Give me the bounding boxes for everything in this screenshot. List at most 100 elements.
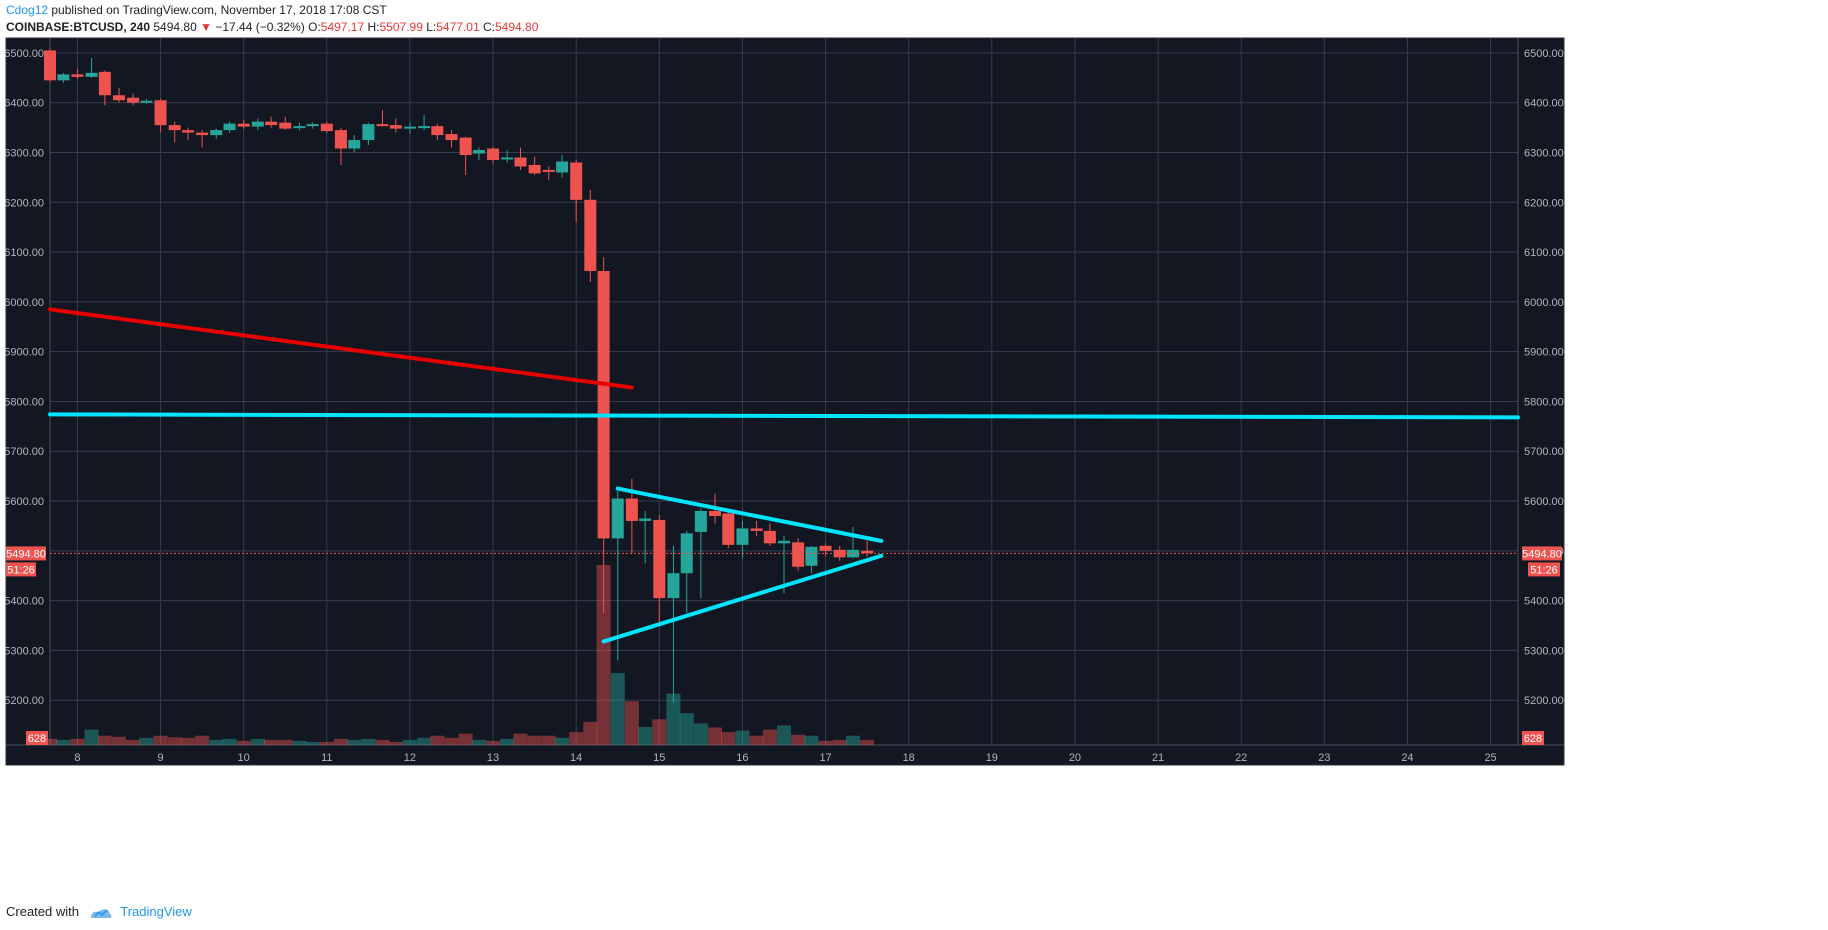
change-text: −17.44 (−0.32%) (215, 20, 305, 34)
x-tick-label: 9 (157, 752, 163, 764)
candle-body (472, 150, 485, 154)
volume-bar (555, 737, 570, 745)
volume-bar (860, 739, 875, 745)
x-tick-label: 17 (819, 752, 831, 764)
author-link[interactable]: Cdog12 (6, 3, 49, 17)
last-price-badge-right-bg (1522, 546, 1562, 561)
candle-body (584, 199, 597, 272)
candle-body (127, 97, 140, 103)
candle-body (85, 72, 98, 77)
volume-bar (97, 735, 112, 745)
x-tick-label: 14 (570, 752, 582, 764)
y-tick-label-right: 5400.00 (1524, 596, 1564, 608)
y-tick-label-right: 6400.00 (1524, 98, 1564, 110)
volume-badge-right-bg (1522, 731, 1544, 745)
y-tick-label-right: 5300.00 (1524, 645, 1564, 657)
volume-bar (624, 701, 639, 745)
candle-body (168, 125, 181, 131)
volume-bar (388, 741, 403, 745)
candle-body (861, 550, 874, 554)
x-tick-label: 15 (653, 752, 665, 764)
ohlc-legend: COINBASE:BTCUSD, 240 5494.80 ▼ −17.44 (−… (6, 20, 538, 34)
candle-body (196, 132, 209, 136)
tradingview-link[interactable]: TradingView (120, 904, 192, 919)
footer: Created with TradingView (6, 904, 192, 920)
y-tick-label-right: 5800.00 (1524, 396, 1564, 408)
volume-bar (471, 739, 486, 745)
candle-body (459, 137, 472, 156)
candle-body (154, 100, 167, 126)
candle-body (57, 74, 70, 81)
y-tick-label-left: 5700.00 (4, 446, 44, 458)
symbol-label: COINBASE:BTCUSD, 240 (6, 20, 151, 34)
countdown-badge-right: 51:26 (1528, 562, 1560, 577)
volume-bar (292, 740, 307, 745)
volume-bar (126, 739, 141, 745)
countdown-badge-left-bg (6, 562, 36, 577)
down-arrow-icon: ▼ (200, 20, 212, 34)
candle-body (293, 126, 306, 129)
volume-bar (458, 733, 473, 745)
red-downtrend-trendline (48, 307, 634, 390)
y-tick-label-left: 5400.00 (4, 596, 44, 608)
volume-bar (777, 725, 791, 745)
x-tick-label: 20 (1069, 752, 1081, 764)
candle-body (71, 74, 84, 77)
open-value: 5497.17 (320, 20, 365, 34)
last-price-badge-right: 5494.80 (1522, 546, 1562, 561)
countdown-badge-left-text: 51:26 (7, 564, 35, 576)
y-tick-label-left: 6200.00 (4, 197, 44, 209)
volume-bar (264, 739, 279, 745)
candle-body (431, 126, 444, 136)
volume-bar (679, 713, 694, 745)
y-tick-label-left: 5200.00 (4, 695, 44, 707)
y-tick-label-right: 6200.00 (1524, 197, 1564, 209)
y-tick-label-left: 6100.00 (4, 247, 44, 259)
x-tick-label: 25 (1484, 752, 1496, 764)
volume-bar (305, 741, 320, 745)
candle-body (265, 121, 278, 126)
volume-bar (111, 736, 126, 745)
candle-body (792, 542, 805, 567)
volume-bar (319, 741, 334, 745)
y-tick-label-left: 6400.00 (4, 98, 44, 110)
volume-bar (693, 723, 708, 745)
candle-body (709, 510, 722, 516)
candle-body (251, 121, 264, 127)
volume-bar (333, 738, 348, 745)
published-text: published on TradingView.com, November 1… (48, 3, 387, 17)
candle-body (112, 95, 125, 101)
volume-bar (832, 739, 847, 745)
volume-bar (180, 737, 195, 745)
volume-bar (500, 738, 515, 745)
candle-body (181, 130, 194, 133)
open-label: O: (308, 20, 321, 34)
candle-body (597, 271, 610, 539)
volume-badge-left-text: 628 (28, 733, 46, 745)
candle-body (362, 124, 375, 141)
candle-body (306, 124, 319, 127)
candle-body (819, 545, 832, 551)
volume-bar (583, 721, 598, 745)
volume-bar (735, 730, 750, 745)
candle-body (334, 130, 347, 149)
x-tick-label: 19 (986, 752, 998, 764)
y-tick-label-right: 6300.00 (1524, 148, 1564, 160)
last-price-text: 5494.80 (153, 20, 197, 34)
candle-body (237, 123, 250, 127)
volume-badge-right: 628 (1522, 731, 1544, 745)
candle-body (805, 546, 818, 566)
x-tick-label: 21 (1152, 752, 1164, 764)
candle-body (528, 164, 541, 174)
candle-body (44, 50, 56, 81)
volume-bar (610, 673, 625, 745)
volume-bar (84, 729, 99, 745)
candle-body (210, 130, 223, 136)
volume-bar (638, 727, 653, 745)
triangle-lower-trendline (601, 553, 884, 644)
candle-body (653, 519, 666, 599)
y-tick-label-right: 6500.00 (1524, 48, 1564, 60)
volume-bar (486, 740, 501, 745)
y-tick-label-left: 6000.00 (4, 297, 44, 309)
